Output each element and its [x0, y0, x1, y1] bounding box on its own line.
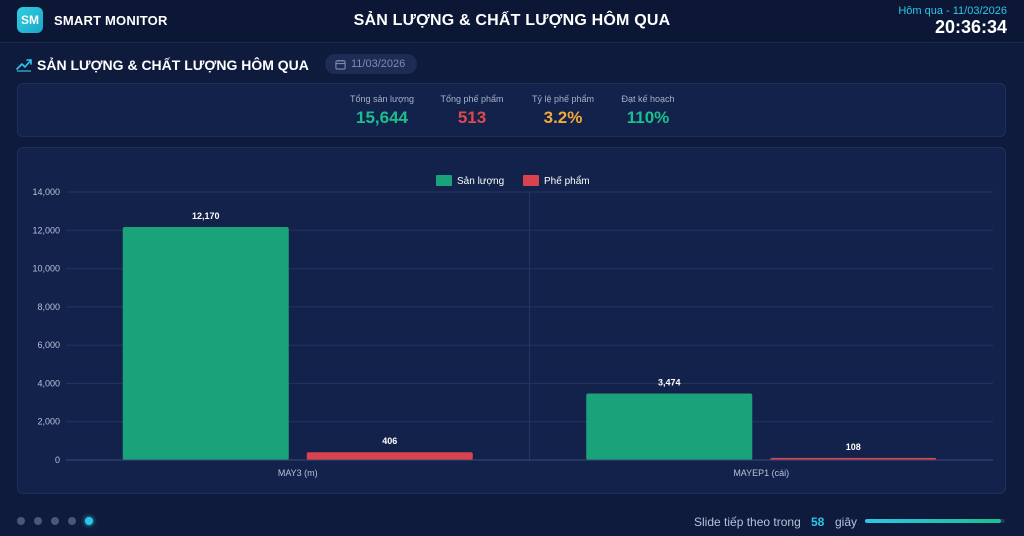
y-tick-label: 12,000 — [32, 225, 60, 235]
slide-dot-active[interactable] — [85, 517, 93, 525]
header-clock: 20:36:34 — [934, 17, 1007, 37]
kpi-defect-rate: Tỷ lệ phế phẩm 3.2% — [519, 94, 607, 128]
legend-swatch — [436, 175, 452, 186]
kpi-value: 110% — [626, 108, 670, 127]
next-slide-label: Slide tiếp theo trong — [694, 515, 801, 529]
app-logo: SM — [17, 7, 43, 33]
y-tick-label: 14,000 — [32, 187, 60, 197]
kpi-label: Tổng sản lượng — [350, 94, 414, 104]
kpi-value: 15,644 — [356, 108, 408, 127]
kpi-panel: Tổng sản lượng 15,644 Tổng phế phẩm 513 … — [17, 83, 1006, 137]
bar — [586, 393, 753, 460]
data-label: 3,474 — [658, 377, 681, 387]
chart-panel: 0 2,000 4,000 6,000 8,000 10,000 12,000 14,000 1… — [17, 147, 1006, 494]
slide-dot[interactable] — [68, 517, 76, 525]
legend-label: Phế phẩm — [544, 175, 590, 187]
kpi-plan-achievement: Đạt kế hoạch 110% — [608, 94, 688, 128]
slide-dot[interactable] — [34, 517, 42, 525]
bar — [122, 227, 289, 460]
legend-swatch — [523, 175, 539, 186]
legend-label: Sản lượng — [457, 176, 504, 187]
data-label: 108 — [846, 442, 861, 452]
kpi-label: Tỷ lệ phế phẩm — [531, 94, 595, 104]
countdown-unit: giây — [835, 515, 858, 529]
kpi-label: Tổng phế phẩm — [440, 94, 504, 104]
x-tick-label: MAY3 (m) — [278, 468, 318, 478]
y-tick-label: 10,000 — [32, 264, 60, 274]
y-tick-label: 0 — [55, 455, 60, 465]
kpi-total-output: Tổng sản lượng 15,644 — [334, 94, 430, 128]
countdown-progress — [865, 519, 1005, 523]
trend-line-icon — [16, 59, 32, 72]
kpi-value: 513 — [457, 108, 487, 127]
data-label: 406 — [382, 436, 397, 446]
y-tick-label: 8,000 — [37, 302, 60, 312]
slide-dot[interactable] — [51, 517, 59, 525]
kpi-label: Đạt kế hoạch — [621, 94, 675, 104]
bar — [770, 457, 937, 460]
bar-chart: 0 2,000 4,000 6,000 8,000 10,000 12,000 14,000 1… — [32, 175, 993, 478]
data-label: 12,170 — [192, 211, 220, 221]
slide-dot[interactable] — [17, 517, 25, 525]
y-tick-label: 2,000 — [37, 417, 60, 427]
calendar-icon — [335, 59, 346, 70]
slide-indicator — [17, 517, 93, 525]
y-tick-label: 4,000 — [37, 378, 60, 388]
header-date: Hôm qua - 11/03/2026 — [898, 5, 1007, 17]
top-header: SM SMART MONITOR SẢN LƯỢNG & CHẤT LƯỢNG … — [0, 0, 1024, 43]
section-title: SẢN LƯỢNG & CHẤT LƯỢNG HÔM QUA — [37, 57, 309, 73]
x-tick-label: MAYEP1 (cái) — [733, 468, 789, 478]
countdown-seconds: 58 — [811, 515, 825, 529]
y-tick-label: 6,000 — [37, 340, 60, 350]
page-title: SẢN LƯỢNG & CHẤT LƯỢNG HÔM QUA — [353, 12, 671, 29]
kpi-total-defects: Tổng phế phẩm 513 — [428, 94, 516, 128]
kpi-value: 3.2% — [543, 108, 583, 127]
bar — [306, 452, 473, 460]
brand-name: SMART MONITOR — [54, 13, 168, 28]
date-badge-text: 11/03/2026 — [351, 58, 406, 70]
date-badge: 11/03/2026 — [325, 54, 418, 74]
countdown-progress-fill — [865, 519, 1001, 523]
